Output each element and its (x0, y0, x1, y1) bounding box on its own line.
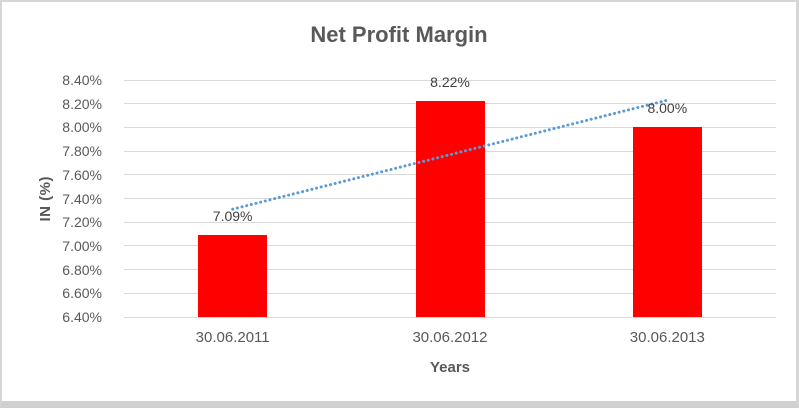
y-tick-label: 7.20% (62, 214, 102, 231)
bar (632, 127, 702, 317)
y-tick-label: 8.20% (62, 95, 102, 112)
x-axis-title: Years (429, 359, 471, 376)
bar (198, 235, 268, 317)
chart-title: Net Profit Margin (310, 22, 488, 47)
y-tick-label: 8.00% (62, 119, 102, 136)
trendline-path (231, 98, 669, 211)
trendline (231, 98, 669, 211)
bar (415, 101, 485, 317)
x-tick-label: 30.06.2013 (629, 329, 705, 346)
bar-data-label: 8.22% (430, 74, 470, 91)
y-tick-label: 8.40% (62, 72, 102, 88)
y-tick-label: 6.40% (62, 309, 102, 325)
gridline (124, 316, 776, 318)
plot-area: 7.09% 8.22% 8.00% (124, 74, 776, 318)
y-tick-label: 7.00% (62, 237, 102, 254)
x-tick-label: 30.06.2012 (412, 329, 488, 346)
y-tick-label: 7.60% (62, 166, 102, 183)
bar-data-label: 8.00% (647, 100, 688, 117)
y-tick-label: 7.80% (62, 143, 102, 160)
bar-data-label: 7.09% (212, 208, 253, 225)
x-tick-label: 30.06.2011 (195, 329, 270, 346)
y-tick-label: 6.60% (62, 285, 102, 302)
y-tick-label: 7.40% (62, 190, 102, 207)
y-tick-label: 6.80% (62, 261, 102, 278)
gridline (124, 79, 776, 81)
